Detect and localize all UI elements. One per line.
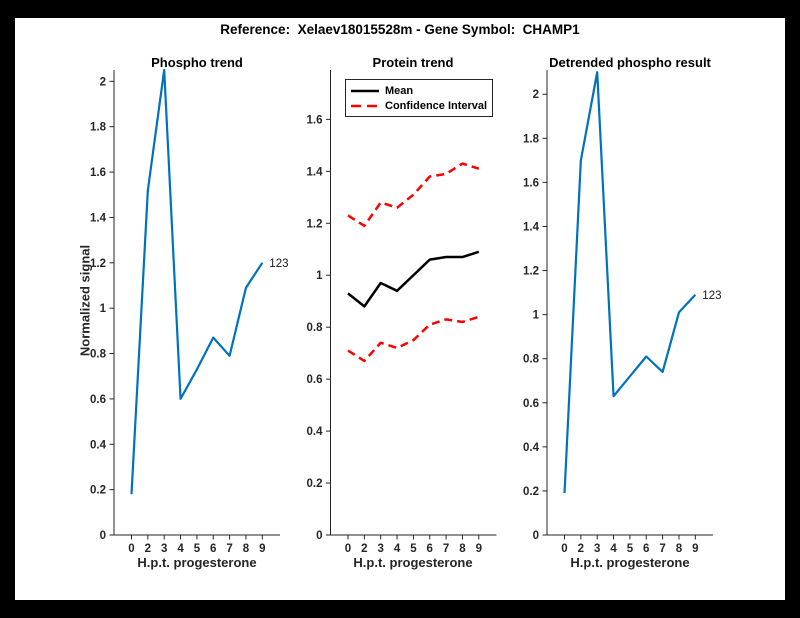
y-tick-label: 0.6 — [90, 394, 106, 406]
y-tick-label: 0.8 — [90, 349, 107, 361]
y-tick-label: 0.2 — [523, 486, 539, 498]
x-tick-label: 6 — [643, 543, 649, 555]
y-tick-label: 0.8 — [523, 354, 540, 366]
y-tick-label: 1.8 — [90, 122, 107, 134]
protein-trend-xlabel: H.p.t. progesterone — [353, 555, 473, 570]
phospho-trend-title: Phospho trend — [151, 55, 243, 70]
y-tick-label: 1.6 — [307, 114, 323, 126]
y-tick-label: 0.4 — [523, 442, 540, 454]
x-tick-label: 5 — [410, 543, 417, 555]
y-tick-label: 0.6 — [523, 398, 539, 410]
protein-trend-plot: 00.20.40.60.811.21.41.60 2 3 4 5 6 7 8 9 — [307, 70, 497, 555]
y-tick-label: 0 — [100, 530, 106, 542]
series-confidence-interval-upper — [347, 162, 480, 228]
y-tick-label: 1.4 — [523, 221, 540, 233]
series-phospho-signal — [130, 68, 264, 495]
legend-item-mean: Mean — [351, 84, 486, 97]
legend-label-confidence-interval: Confidence Interval — [385, 99, 488, 112]
y-tick-label: 0.2 — [90, 485, 106, 497]
x-tick-label: 6 — [427, 543, 433, 555]
y-tick-label: 1.2 — [90, 258, 106, 270]
y-tick-label: 0.2 — [307, 478, 323, 490]
y-tick-label: 1.4 — [307, 166, 324, 178]
series-mean — [347, 250, 480, 308]
x-tick-label: 6 — [210, 543, 216, 555]
x-tick-label: 4 — [610, 543, 617, 555]
x-tick-label: 0 — [561, 543, 567, 555]
phospho-trend-xlabel: H.p.t. progesterone — [137, 555, 257, 570]
series-detrended-phospho-signal — [563, 71, 697, 494]
x-tick-label: 7 — [659, 543, 665, 555]
x-tick-label: 5 — [194, 543, 201, 555]
y-tick-label: 2 — [100, 76, 106, 88]
x-tick-label: 8 — [676, 543, 683, 555]
y-axis-label: Normalized signal — [77, 244, 93, 357]
x-tick-label: 3 — [377, 543, 383, 555]
y-tick-label: 0 — [533, 530, 539, 542]
axis-spines — [113, 70, 280, 536]
x-tick-label: 8 — [459, 543, 466, 555]
x-tick-label: 7 — [226, 543, 232, 555]
mean-line-sample — [351, 89, 379, 92]
series-confidence-interval-lower — [347, 315, 480, 363]
x-tick-label: 3 — [161, 543, 167, 555]
detrended-phospho-xlabel: H.p.t. progesterone — [570, 555, 690, 570]
x-tick-label: 9 — [692, 543, 698, 555]
x-tick-label: 5 — [627, 543, 634, 555]
y-tick-label: 1.8 — [523, 133, 540, 145]
legend-label-mean: Mean — [385, 84, 414, 97]
x-tick-label: 0 — [128, 543, 134, 555]
legend-item-confidence-interval: Confidence Interval — [351, 99, 488, 112]
y-tick-label: 0 — [316, 530, 322, 542]
y-tick-label: 1.6 — [90, 167, 106, 179]
y-tick-label: 1.2 — [523, 266, 539, 278]
y-tick-label: 0.6 — [307, 374, 323, 386]
x-tick-label: 2 — [361, 543, 367, 555]
x-tick-label: 3 — [594, 543, 600, 555]
y-tick-label: 2 — [533, 89, 539, 101]
x-tick-label: 0 — [345, 543, 351, 555]
y-tick-label: 0.8 — [307, 322, 324, 334]
y-tick-label: 1 — [316, 270, 323, 282]
y-tick-label: 1.4 — [90, 212, 107, 224]
x-tick-label: 9 — [259, 543, 265, 555]
detrended-phospho-title: Detrended phospho result — [549, 55, 711, 70]
x-tick-label: 2 — [145, 543, 151, 555]
series-end-label: 123 — [269, 258, 288, 270]
figure-suptitle: Reference: Xelaev18015528m - Gene Symbol… — [220, 22, 580, 37]
series-end-label: 123 — [702, 290, 721, 302]
x-tick-label: 2 — [578, 543, 584, 555]
x-tick-label: 7 — [443, 543, 449, 555]
protein-trend-title: Protein trend — [372, 55, 454, 70]
x-tick-label: 4 — [394, 543, 401, 555]
plots-svg: 00.20.40.60.811.21.41.61.820 2 3 4 5 6 7 8 91230… — [90, 68, 721, 555]
y-tick-label: 1.2 — [307, 218, 323, 230]
y-tick-label: 0.4 — [307, 426, 324, 438]
legend-box: Mean Confidence Interval — [345, 79, 493, 117]
figure-canvas: Reference: Xelaev18015528m - Gene Symbol… — [15, 18, 785, 600]
y-tick-label: 1.6 — [523, 177, 539, 189]
x-tick-label: 4 — [177, 543, 184, 555]
confidence-interval-line-sample — [351, 104, 379, 107]
x-tick-label: 9 — [476, 543, 482, 555]
y-tick-label: 1 — [533, 310, 540, 322]
y-tick-label: 1 — [100, 303, 107, 315]
x-tick-label: 8 — [243, 543, 250, 555]
y-tick-label: 0.4 — [90, 439, 107, 451]
axis-spines — [330, 70, 497, 536]
